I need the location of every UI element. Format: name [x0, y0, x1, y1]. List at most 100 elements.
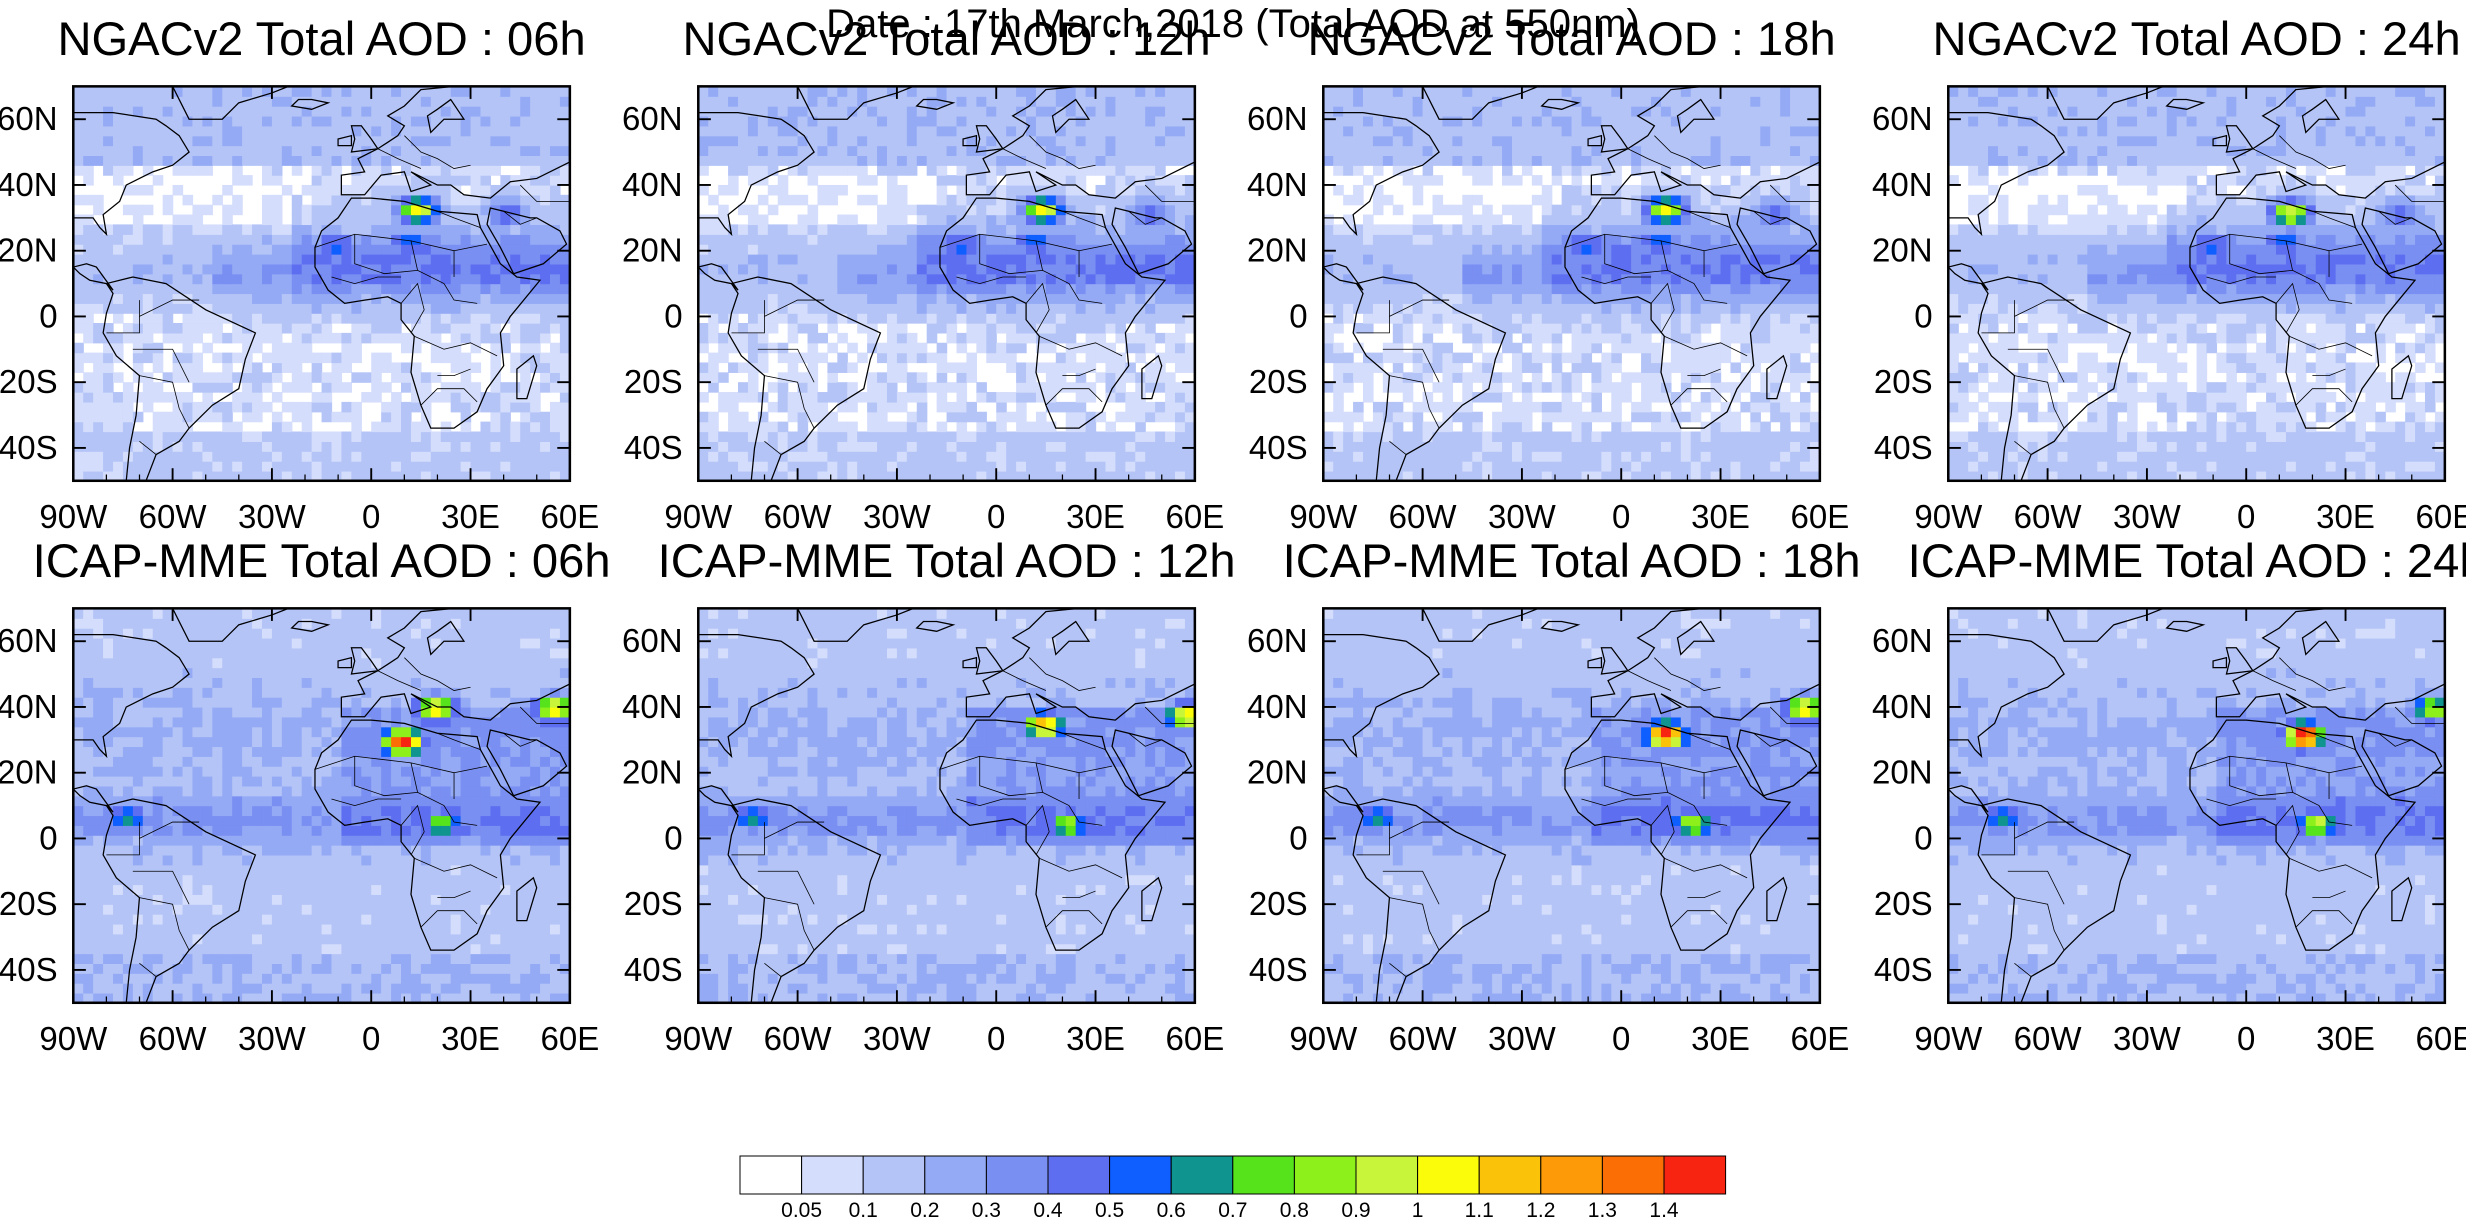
aod-cell — [222, 86, 233, 97]
aod-cell — [1670, 106, 1682, 117]
aod-cell — [1095, 283, 1107, 295]
aod-cell — [162, 470, 174, 482]
aod-cell — [321, 234, 333, 245]
aod-cell — [1621, 204, 1632, 216]
aod-cell — [1521, 145, 1533, 157]
aod-cell — [1382, 401, 1394, 413]
aod-cell — [1402, 431, 1414, 442]
aod-cell — [142, 135, 154, 147]
aod-cell — [1432, 155, 1444, 166]
aod-cell — [1026, 332, 1037, 344]
aod-cell — [172, 253, 184, 265]
aod-cell — [747, 106, 759, 117]
aod-cell — [311, 362, 323, 373]
aod-cell — [470, 214, 482, 226]
aod-cell — [351, 451, 362, 462]
aod-cell — [827, 263, 838, 275]
aod-cell — [212, 145, 223, 157]
aod-cell — [1085, 323, 1097, 334]
aod-cell — [1184, 461, 1196, 472]
aod-cell — [401, 145, 412, 157]
aod-cell — [1422, 96, 1434, 107]
aod-cell — [530, 382, 541, 393]
aod-cell — [777, 234, 789, 245]
aod-cell — [1372, 224, 1384, 235]
aod-cell — [549, 352, 561, 364]
aod-cell — [867, 323, 878, 334]
aod-cell — [1174, 392, 1186, 403]
aod-cell — [281, 293, 293, 304]
aod-cell — [1323, 125, 1334, 137]
aod-cell — [1165, 382, 1176, 393]
aod-cell — [391, 421, 402, 433]
aod-cell — [361, 155, 372, 166]
aod-cell — [83, 421, 94, 433]
aod-cell — [1115, 145, 1126, 157]
aod-cell — [956, 145, 968, 157]
y-tick-label: 20S — [624, 363, 683, 400]
aod-cell — [1402, 234, 1414, 245]
aod-cell — [381, 431, 392, 442]
aod-cell — [857, 273, 868, 285]
aod-cell — [936, 283, 948, 295]
aod-cell — [172, 283, 184, 295]
aod-cell — [202, 224, 213, 235]
aod-cell — [1611, 470, 1622, 482]
aod-cell — [1155, 382, 1166, 393]
aod-cell — [1135, 145, 1146, 157]
aod-cell — [1601, 135, 1612, 147]
aod-cell — [559, 96, 571, 107]
aod-cell — [1065, 214, 1077, 226]
aod-cell — [450, 323, 462, 334]
aod-cell — [460, 392, 472, 403]
aod-cell — [1690, 431, 1702, 442]
aod-cell — [1006, 125, 1017, 137]
aod-cell — [1680, 451, 1692, 462]
aod-cell — [430, 115, 442, 127]
aod-cell — [1363, 362, 1374, 373]
aod-cell — [1531, 234, 1543, 245]
aod-cell — [1392, 96, 1404, 107]
aod-cell — [559, 253, 571, 265]
aod-cell — [747, 273, 759, 285]
aod-cell — [807, 165, 819, 176]
aod-cell — [857, 244, 868, 255]
aod-cell — [837, 470, 848, 482]
aod-cell — [1155, 293, 1166, 304]
aod-cell — [232, 106, 243, 117]
aod-cell — [916, 401, 928, 413]
aod-cell — [698, 106, 709, 117]
aod-cell — [192, 273, 204, 285]
aod-cell — [1472, 441, 1483, 452]
aod-cell — [1075, 461, 1087, 472]
aod-cell — [470, 451, 482, 462]
aod-cell — [410, 145, 422, 157]
aod-cell — [1670, 273, 1682, 285]
aod-cell — [371, 155, 382, 166]
aod-cell — [1333, 263, 1344, 275]
aod-cell — [242, 234, 253, 245]
aod-cell — [1174, 145, 1186, 157]
aod-cell — [1155, 401, 1166, 413]
aod-cell — [1165, 96, 1176, 107]
aod-cell — [559, 461, 571, 472]
aod-cell — [1165, 401, 1176, 413]
aod-cell — [1323, 86, 1334, 97]
aod-cell — [172, 263, 184, 275]
aod-cell — [1561, 204, 1573, 216]
aod-cell — [271, 273, 283, 285]
aod-cell — [281, 224, 293, 235]
aod-cell — [152, 421, 164, 433]
aod-cell — [371, 451, 382, 462]
aod-cell — [1353, 86, 1364, 97]
aod-cell — [1551, 461, 1563, 472]
aod-cell — [1561, 411, 1573, 423]
aod-cell — [440, 263, 452, 275]
aod-cell — [172, 106, 184, 117]
aod-cell — [132, 273, 144, 285]
aod-cell — [1382, 283, 1394, 295]
aod-cell — [986, 204, 997, 216]
aod-cell — [500, 244, 511, 255]
aod-cell — [1343, 352, 1354, 364]
aod-cell — [847, 273, 858, 285]
